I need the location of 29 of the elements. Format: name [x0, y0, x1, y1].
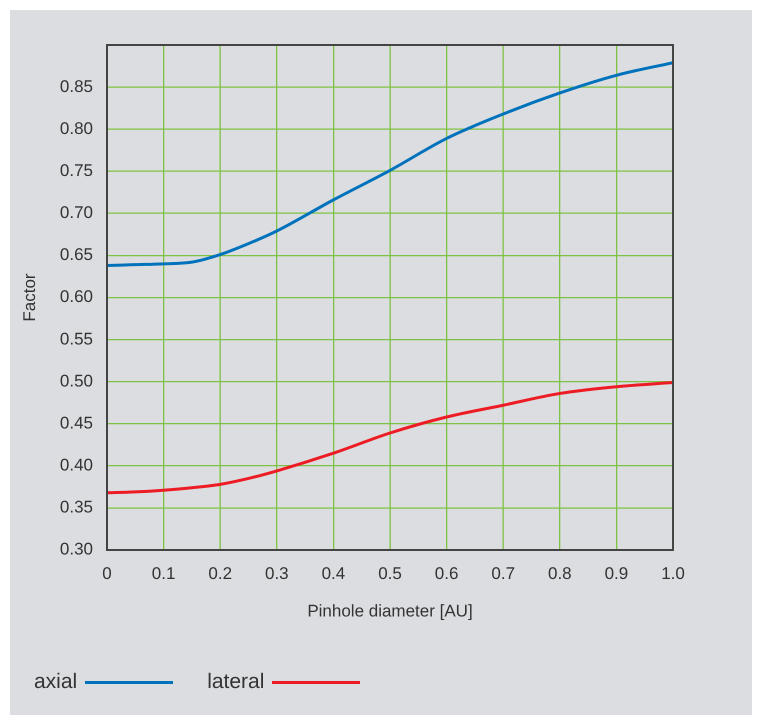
- y-tick-label: 0.65: [60, 245, 93, 264]
- y-tick-label: 0.55: [60, 329, 93, 348]
- x-tick-label: 0.4: [322, 564, 346, 583]
- x-tick-label: 0.9: [604, 564, 628, 583]
- legend-label: axial: [34, 670, 78, 694]
- y-tick-label: 0.45: [60, 413, 93, 432]
- y-tick-label: 0.70: [60, 203, 93, 222]
- y-tick-label: 0.35: [60, 498, 93, 517]
- y-tick-label: 0.75: [60, 160, 93, 180]
- x-axis-title: Pinhole diameter [AU]: [307, 601, 473, 620]
- y-tick-label: 0.30: [60, 540, 93, 559]
- y-tick-label: 0.50: [60, 371, 93, 390]
- x-tick-label: 0.1: [152, 564, 176, 583]
- y-tick-label: 0.80: [60, 118, 93, 138]
- x-tick-label: 0.6: [434, 564, 458, 583]
- x-tick-label: 0: [102, 564, 112, 583]
- line-series: [107, 381, 673, 494]
- y-tick-label: 0.60: [60, 287, 93, 306]
- x-tick-label: 0.7: [491, 564, 516, 583]
- x-tick-label: 0.3: [264, 564, 289, 583]
- y-tick-label: 0.40: [60, 456, 93, 475]
- x-tick-label: 0.8: [548, 564, 572, 583]
- legend-label: lateral: [207, 670, 264, 694]
- line-series: [107, 61, 673, 268]
- y-axis-title: Factor: [20, 273, 39, 322]
- x-tick-label: 1.0: [661, 564, 685, 583]
- y-tick-label: 0.85: [60, 76, 93, 96]
- x-tick-label: 0.5: [378, 564, 402, 583]
- x-tick-label: 0.2: [208, 564, 232, 583]
